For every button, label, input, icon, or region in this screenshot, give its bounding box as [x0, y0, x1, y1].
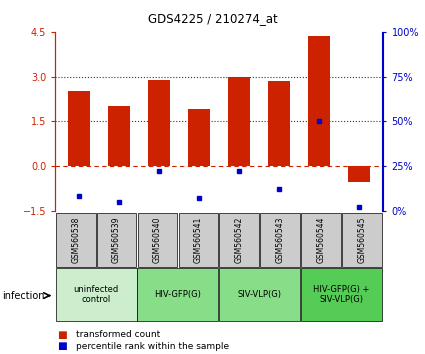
Text: infection: infection [2, 291, 45, 301]
Bar [348, 166, 369, 182]
Text: GSM560543: GSM560543 [276, 217, 285, 263]
Text: GSM560541: GSM560541 [194, 217, 203, 263]
Bar [56, 268, 137, 321]
Bar [301, 213, 341, 267]
Bar [97, 213, 136, 267]
Bar [56, 213, 96, 267]
Bar [308, 36, 330, 166]
Text: HIV-GFP(G): HIV-GFP(G) [155, 290, 201, 299]
Text: HIV-GFP(G) +
SIV-VLP(G): HIV-GFP(G) + SIV-VLP(G) [313, 285, 370, 304]
Bar [68, 91, 90, 166]
Bar [219, 213, 259, 267]
Bar [261, 213, 300, 267]
Bar [188, 109, 210, 166]
Bar [301, 268, 382, 321]
Text: GSM560545: GSM560545 [357, 217, 366, 263]
Bar [219, 268, 300, 321]
Bar [342, 213, 382, 267]
Bar [178, 213, 218, 267]
Text: transformed count: transformed count [76, 330, 161, 339]
Text: uninfected
control: uninfected control [74, 285, 119, 304]
Text: GSM560540: GSM560540 [153, 217, 162, 263]
Text: GSM560544: GSM560544 [317, 217, 326, 263]
Text: GSM560538: GSM560538 [71, 217, 80, 263]
Text: percentile rank within the sample: percentile rank within the sample [76, 342, 230, 351]
Text: SIV-VLP(G): SIV-VLP(G) [238, 290, 282, 299]
Text: GSM560542: GSM560542 [235, 217, 244, 263]
Bar [138, 213, 177, 267]
Text: ■: ■ [57, 341, 67, 351]
Text: ■: ■ [57, 330, 67, 339]
Bar [268, 81, 290, 166]
Bar [137, 268, 218, 321]
Bar [228, 76, 250, 166]
Text: GDS4225 / 210274_at: GDS4225 / 210274_at [147, 12, 278, 25]
Bar [108, 106, 130, 166]
Text: GSM560539: GSM560539 [112, 217, 121, 263]
Bar [148, 80, 170, 166]
